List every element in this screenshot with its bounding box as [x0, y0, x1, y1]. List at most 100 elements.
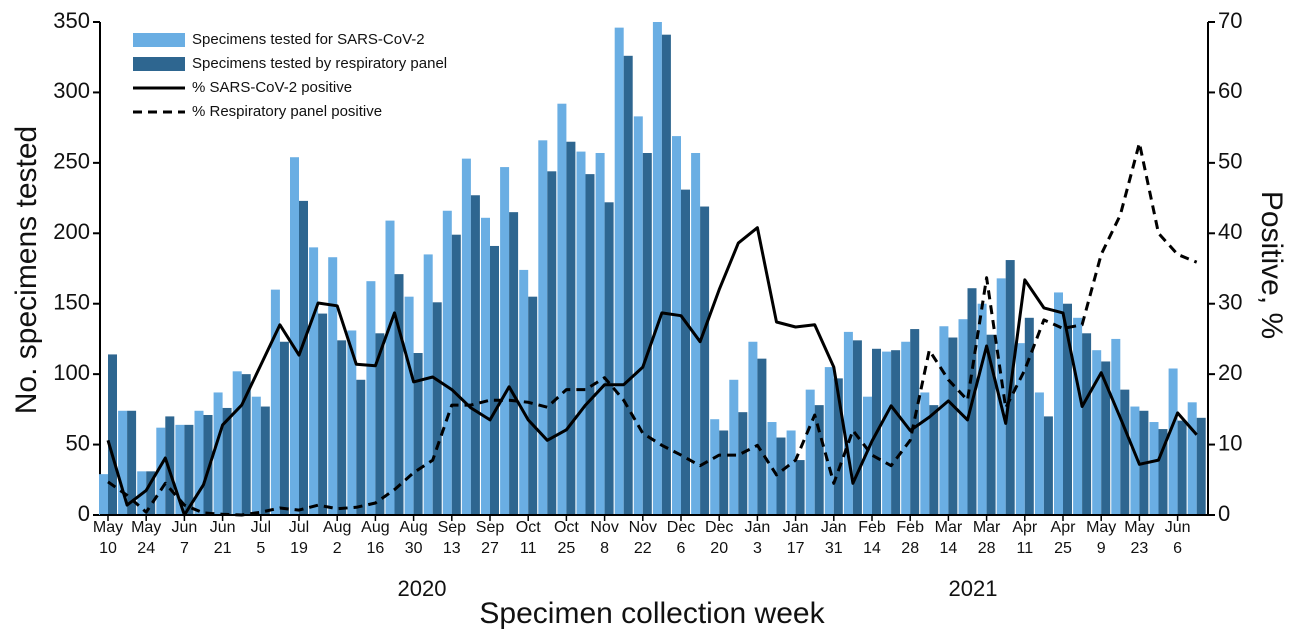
x-tick-label: May 10 [93, 519, 123, 557]
x-tick-label: Mar 28 [973, 519, 1001, 557]
year-label: 2021 [949, 576, 998, 601]
x-tick-label-line: 13 [443, 540, 461, 557]
bar [891, 350, 901, 515]
bar [366, 281, 376, 515]
y-tick-label: 250 [53, 149, 90, 174]
bar [1187, 402, 1197, 515]
x-tick-label-line: Dec [705, 519, 733, 536]
x-tick-label-line: 28 [901, 540, 919, 557]
x-tick-label-line: Aug [399, 519, 427, 536]
bar [1043, 416, 1053, 515]
x-tick-label: Jun 6 [1165, 519, 1191, 557]
bar [929, 405, 939, 515]
bar [833, 378, 843, 515]
bar [1054, 292, 1063, 515]
line-series [106, 226, 1198, 517]
bar [156, 427, 166, 515]
bar [279, 341, 289, 515]
bar [375, 333, 385, 515]
x-tick-label-line: Mar [935, 519, 963, 536]
x-tick-label-line: Nov [629, 519, 657, 536]
x-tick-label-line: 28 [978, 540, 996, 557]
bar [776, 437, 786, 515]
x-tick-label-line: Mar [973, 519, 1001, 536]
y2-tick-label: 0 [1218, 501, 1230, 526]
bar [566, 141, 576, 515]
bar [710, 419, 720, 515]
bar [748, 341, 758, 515]
x-tick-label-line: Jan [783, 519, 809, 536]
bar [290, 157, 299, 516]
x-tick-label: Nov 22 [629, 519, 657, 557]
x-tick-label-line: 30 [405, 540, 423, 557]
bar [108, 354, 117, 515]
bar [1082, 333, 1092, 515]
line-series [107, 141, 1198, 517]
y-tick-label: 150 [53, 290, 90, 315]
bar [795, 460, 805, 515]
bar [920, 392, 930, 515]
bar [1196, 417, 1206, 515]
bar [528, 296, 538, 515]
bar [175, 424, 185, 515]
bar [1073, 317, 1083, 515]
bar [347, 330, 357, 515]
x-tick-label-line: 20 [710, 540, 728, 557]
bar [413, 353, 423, 515]
x-tick-label-line: 11 [520, 540, 537, 557]
x-tick-label-line: 8 [600, 540, 609, 557]
x-tick-label: Jun 21 [210, 519, 236, 557]
x-tick-label-line: 11 [1016, 540, 1033, 557]
x-tick-label: Sep 13 [438, 519, 467, 557]
y-tick-label: 350 [53, 8, 90, 33]
x-tick-label-line: Feb [896, 519, 924, 536]
bar [1092, 350, 1102, 515]
x-tick-label-line: 22 [634, 540, 652, 557]
x-tick-label: May 24 [131, 519, 161, 557]
bar [910, 329, 920, 515]
x-tick-label-line: Oct [554, 519, 579, 536]
bar [337, 340, 347, 515]
bar [451, 234, 461, 516]
bar [260, 406, 270, 515]
x-tick-label-line: Jun [172, 519, 198, 536]
bar [996, 278, 1006, 515]
x-tick-label: Feb 14 [858, 519, 886, 557]
x-tick-label-line: 9 [1097, 540, 1106, 557]
bar [146, 471, 156, 515]
bar [757, 358, 767, 515]
x-tick-label: Feb 28 [896, 519, 924, 557]
bar [661, 34, 671, 515]
bar [270, 289, 280, 515]
bar [299, 200, 308, 516]
x-tick-label-line: Apr [1051, 519, 1077, 536]
bar [1034, 392, 1044, 515]
x-tick-label-line: 6 [677, 540, 686, 557]
bar [213, 392, 223, 515]
bar [595, 152, 605, 516]
bar [385, 220, 395, 515]
x-tick-label: Oct 25 [554, 519, 579, 557]
x-tick-label: Jul 19 [289, 519, 309, 557]
y2-tick-label: 30 [1218, 290, 1242, 315]
bar [1177, 420, 1187, 515]
x-tick-label-line: Jun [1165, 519, 1191, 536]
x-tick-label-line: Jul [289, 519, 309, 536]
x-tick-label: Jun 7 [172, 519, 198, 557]
x-tick-label-line: 23 [1131, 540, 1149, 557]
bar [538, 140, 548, 515]
y-tick-label: 0 [78, 501, 90, 526]
y2-tick-label: 50 [1218, 149, 1242, 174]
bar [729, 379, 739, 515]
bar [585, 174, 595, 515]
bar [165, 416, 175, 515]
x-axis-title: Specimen collection week [479, 597, 825, 630]
x-tick-label: Dec 6 [667, 519, 695, 557]
bar [700, 206, 710, 515]
bar [576, 151, 586, 516]
bar [843, 331, 853, 515]
legend-swatch [133, 33, 185, 47]
x-tick-label: Jan 17 [783, 519, 809, 557]
bar [394, 274, 404, 515]
x-tick-label: Sep 27 [476, 519, 505, 557]
